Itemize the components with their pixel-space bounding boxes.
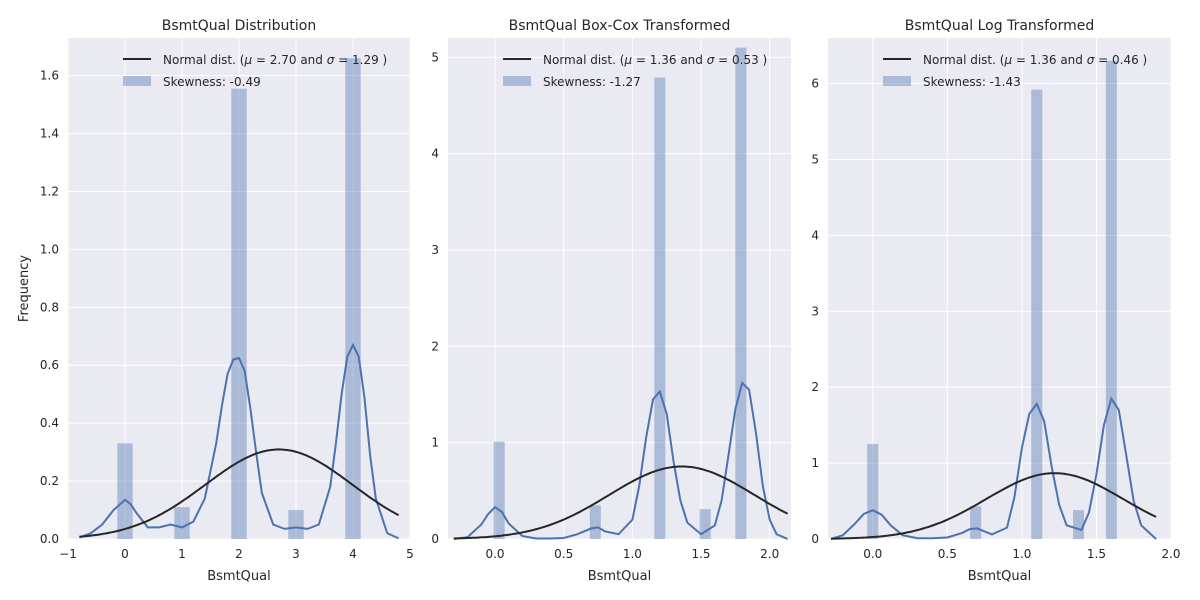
- normal-fit-curve: [830, 472, 1157, 540]
- histogram-bar: [699, 509, 711, 539]
- y-tick-label: 0: [811, 532, 819, 546]
- x-tick-label: 4: [349, 547, 357, 561]
- x-tick-label: 0: [121, 547, 129, 561]
- y-tick-label: 0.6: [40, 358, 59, 372]
- legend-skewness-label: Skewness: -1.27: [543, 75, 641, 89]
- histogram-bar: [174, 507, 190, 539]
- x-tick-label: 1.0: [623, 547, 642, 561]
- x-tick-label: 0.5: [938, 547, 957, 561]
- chart-panel-1: −1 0 1 2 3 4 5 0.0 0.2 0.4 0.6 0.8 1.0 1.2 1.4 1.6 BsmtQ…: [17, 18, 414, 584]
- histogram-bar: [288, 510, 304, 539]
- y-tick-label: 4: [431, 147, 439, 161]
- y-tick-label: 5: [811, 152, 819, 166]
- legend-bar-swatch: [503, 76, 531, 86]
- y-tick-label: 4: [811, 228, 819, 242]
- x-tick-label: 2.0: [1161, 547, 1180, 561]
- kde-curve: [79, 342, 400, 540]
- x-tick-label: 1.5: [1087, 547, 1106, 561]
- y-tick-label: 2: [811, 380, 819, 394]
- chart-panel-2: 0.0 0.5 1.0 1.5 2.0 0 1 2 3 4 5 BsmtQual Box-Cox Tr…: [431, 18, 791, 584]
- histogram-bar: [1105, 60, 1117, 539]
- y-tick-label: 1.6: [40, 69, 59, 83]
- histogram-bar: [345, 58, 361, 540]
- y-tick-label: 1.2: [40, 184, 59, 198]
- y-tick-label: 1.0: [40, 242, 59, 256]
- x-axis-label: BsmtQual: [968, 569, 1032, 584]
- x-tick-label: 1: [178, 547, 186, 561]
- y-tick-label: 1: [811, 456, 819, 470]
- y-tick-label: 1.4: [40, 127, 59, 141]
- plot-area: [828, 38, 1171, 539]
- legend: Normal dist. (μ = 1.36 and σ = 0.53 ) Ske…: [503, 53, 767, 89]
- histogram-bar: [117, 443, 133, 539]
- x-tick-label: 2: [235, 547, 243, 561]
- y-tick-label: 2: [431, 339, 439, 353]
- chart-title: BsmtQual Log Transformed: [905, 18, 1094, 34]
- y-axis-label: Frequency: [17, 255, 32, 322]
- histogram-bar: [1031, 89, 1043, 540]
- legend-bar-swatch: [123, 76, 151, 86]
- y-tick-label: 3: [431, 243, 439, 257]
- x-tick-label: 0.0: [863, 547, 882, 561]
- legend-bar-swatch: [883, 76, 911, 86]
- legend: Normal dist. (μ = 2.70 and σ = 1.29 ) Ske…: [123, 53, 387, 89]
- x-tick-label: 1.5: [691, 547, 710, 561]
- y-tick-label: 0.8: [40, 300, 59, 314]
- chart-title: BsmtQual Distribution: [162, 18, 317, 34]
- histogram-bar: [970, 506, 982, 539]
- chart-panel-3: 0.0 0.5 1.0 1.5 2.0 0 1 2 3 4 5 6 BsmtQual Log Trans…: [811, 18, 1180, 584]
- histogram-bar: [589, 505, 601, 539]
- x-tick-label: 2.0: [760, 547, 779, 561]
- y-tick-label: 6: [811, 77, 819, 91]
- normal-fit-curve: [79, 448, 400, 538]
- histogram-bar: [231, 88, 247, 539]
- y-tick-label: 0.4: [40, 416, 59, 430]
- y-tick-label: 5: [431, 50, 439, 64]
- x-axis-label: BsmtQual: [588, 569, 652, 584]
- histogram-bar: [867, 444, 879, 539]
- legend-skewness-label: Skewness: -0.49: [163, 75, 261, 89]
- x-tick-label: 0.0: [485, 547, 504, 561]
- x-tick-label: 3: [292, 547, 300, 561]
- legend-normal-label: Normal dist. (μ = 2.70 and σ = 1.29 ): [163, 53, 387, 67]
- y-tick-label: 1: [431, 436, 439, 450]
- plot-area: [448, 38, 791, 539]
- y-tick-label: 3: [811, 304, 819, 318]
- histogram-bar: [1073, 510, 1085, 539]
- kde-curve: [830, 396, 1157, 540]
- legend: Normal dist. (μ = 1.36 and σ = 0.46 ) Ske…: [883, 53, 1147, 89]
- y-tick-label: 0: [431, 532, 439, 546]
- y-tick-label: 0.0: [40, 532, 59, 546]
- normal-fit-curve: [453, 465, 789, 540]
- x-tick-label: 0.5: [554, 547, 573, 561]
- legend-normal-label: Normal dist. (μ = 1.36 and σ = 0.53 ): [543, 53, 767, 67]
- x-tick-label: 5: [406, 547, 414, 561]
- kde-curve: [453, 380, 788, 540]
- x-axis-label: BsmtQual: [207, 569, 271, 584]
- histogram-bar: [654, 77, 666, 539]
- x-tick-label: −1: [59, 547, 77, 561]
- chart-title: BsmtQual Box-Cox Transformed: [509, 18, 731, 34]
- x-tick-label: 1.0: [1012, 547, 1031, 561]
- y-tick-label: 0.2: [40, 474, 59, 488]
- legend-normal-label: Normal dist. (μ = 1.36 and σ = 0.46 ): [923, 53, 1147, 67]
- histogram-bar: [493, 441, 505, 539]
- histogram-bar: [735, 47, 747, 540]
- legend-skewness-label: Skewness: -1.43: [923, 75, 1021, 89]
